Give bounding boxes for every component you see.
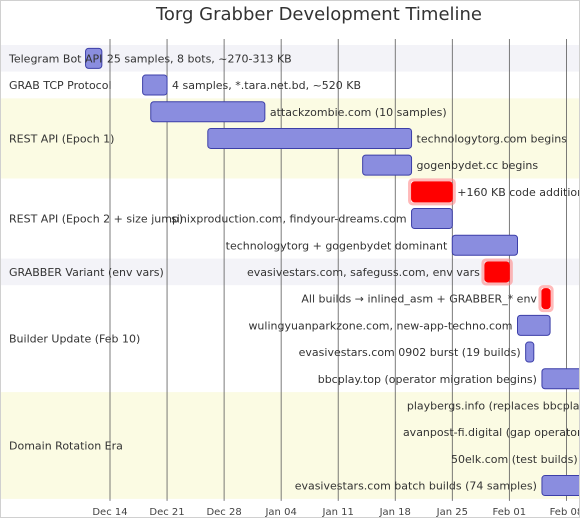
- task-labels: 25 samples, 8 bots, ~270-313 KB 4 samples…: [107, 52, 579, 492]
- task-bar: [411, 208, 453, 230]
- x-tick-label: Jan 18: [379, 507, 411, 517]
- task-bar: [451, 234, 518, 256]
- task-label: gogenbydet.cc begins: [417, 159, 539, 172]
- task-bar: [525, 341, 535, 363]
- task-bar: [541, 288, 551, 310]
- section-label: Telegram Bot API: [8, 52, 102, 65]
- task-label: evasivestars.com 0902 burst (19 builds): [299, 346, 521, 359]
- section-band: [1, 71, 579, 99]
- task-bar-glow: [538, 285, 554, 313]
- task-bar: [362, 154, 413, 176]
- task-bar: [150, 101, 266, 123]
- task-bar: [207, 127, 413, 149]
- task-label: 50elk.com (test builds): [451, 453, 578, 466]
- task-label: +160 KB code addition, ~635 KB: [457, 186, 579, 199]
- x-tick-label: Jan 25: [436, 507, 468, 517]
- task-label: wulingyuanparkzone.com, new-app-techno.c…: [248, 319, 512, 332]
- task-bar: [142, 74, 168, 96]
- section-labels: Telegram Bot API GRAB TCP Protocol REST AP…: [8, 52, 183, 452]
- x-axis: Dec 14 Dec 21 Dec 28 Jan 04 Jan 11 Jan 18 Jan …: [92, 507, 579, 517]
- section-label: REST API (Epoch 1): [9, 132, 114, 145]
- x-tick-label: Jan 04: [264, 507, 296, 517]
- x-tick-label: Dec 14: [92, 507, 127, 517]
- x-tick-label: Dec 21: [149, 507, 184, 517]
- task-label: attackzombie.com (10 samples): [270, 106, 447, 119]
- task-label: avanpost-fi.digital (gap operator): [403, 426, 579, 439]
- task-label: 4 samples, *.tara.net.bd, ~520 KB: [172, 79, 361, 92]
- x-tick-label: Feb 01: [493, 507, 527, 517]
- task-bar: [484, 261, 510, 283]
- task-label: bbcplay.top (operator migration begins): [318, 373, 537, 386]
- task-label: 25 samples, 8 bots, ~270-313 KB: [107, 52, 292, 65]
- task-label: technologytorg.com begins: [417, 132, 568, 145]
- x-tick-label: Jan 11: [322, 507, 354, 517]
- section-label: GRAB TCP Protocol: [9, 79, 112, 92]
- section-bands: [1, 45, 579, 499]
- task-bar: [541, 475, 579, 497]
- task-label: evasivestars.com batch builds (74 sample…: [295, 480, 537, 493]
- section-band: [1, 392, 579, 499]
- section-label: Builder Update (Feb 10): [9, 333, 140, 346]
- task-label: evasivestars.com, safeguss.com, env vars: [247, 266, 480, 279]
- task-bar-glow: [408, 178, 456, 206]
- section-label: GRABBER Variant (env vars): [9, 266, 164, 279]
- chart-title: Torg Grabber Development Timeline: [155, 4, 482, 25]
- task-bar: [411, 181, 453, 203]
- task-bar: [517, 314, 551, 336]
- section-label: Domain Rotation Era: [9, 440, 123, 453]
- task-label: playbergs.info (replaces bbcplay.top): [407, 399, 579, 412]
- task-label: technologytorg + gogenbydet dominant: [226, 239, 448, 252]
- x-tick-label: Feb 08: [550, 507, 579, 517]
- task-bar: [85, 47, 103, 69]
- task-bars: [85, 47, 579, 497]
- task-bar: [541, 368, 579, 390]
- section-band: [1, 285, 579, 393]
- task-label: sinixproduction.com, findyour-dreams.com: [171, 213, 406, 226]
- task-label: All builds → inlined_asm + GRABBER_* env: [301, 293, 537, 306]
- task-bar-glow: [481, 258, 513, 286]
- x-tick-label: Dec 28: [206, 507, 241, 517]
- section-label: REST API (Epoch 2 + size jump): [9, 213, 183, 226]
